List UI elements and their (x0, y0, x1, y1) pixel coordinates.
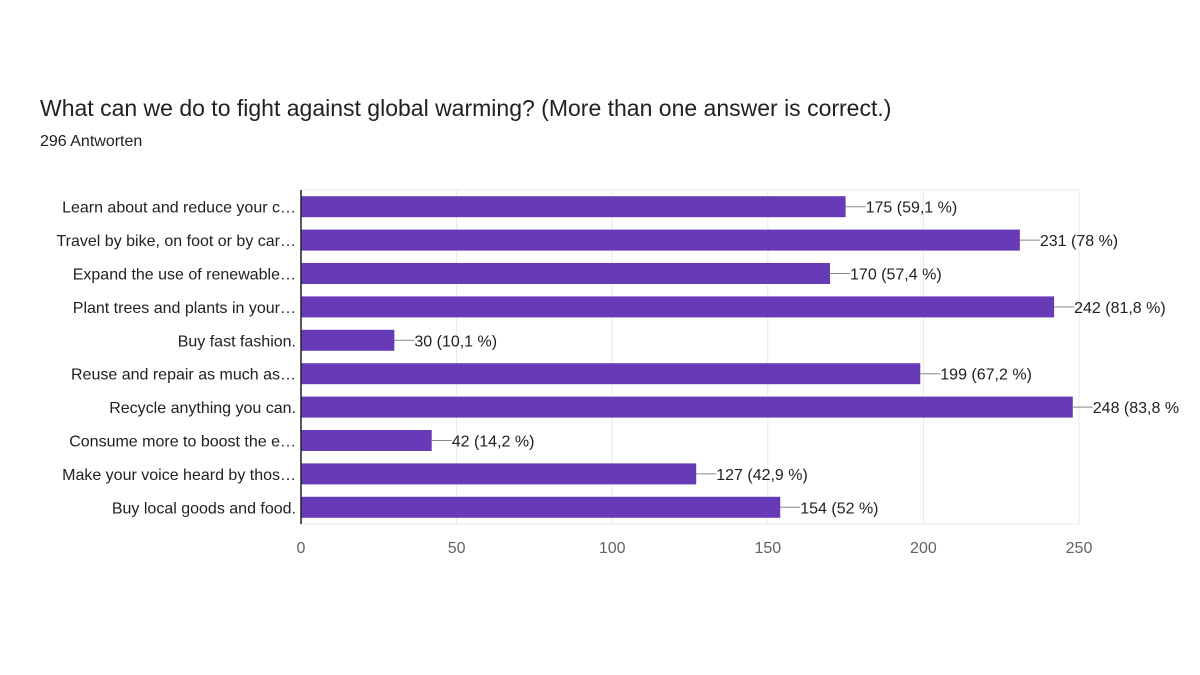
x-tick-label-2: 100 (599, 540, 626, 557)
category-label-6: Recycle anything you can. (109, 400, 296, 417)
bar-4 (301, 329, 395, 351)
x-tick-label-0: 0 (297, 540, 306, 557)
bar-6 (301, 396, 1073, 418)
x-tick-label-1: 50 (448, 540, 466, 557)
response-count: 296 Antworten (40, 133, 143, 150)
category-label-3: Plant trees and plants in your… (73, 300, 296, 317)
data-label-3: 242 (81,8 %) (1074, 300, 1166, 317)
bar-9 (301, 496, 781, 518)
data-label-2: 170 (57,4 %) (850, 267, 942, 284)
category-label-7: Consume more to boost the e… (69, 434, 296, 451)
bar-3 (301, 296, 1055, 318)
category-label-0: Learn about and reduce your c… (62, 200, 296, 217)
chart-title: What can we do to fight against global w… (40, 95, 892, 121)
category-label-5: Reuse and repair as much as… (71, 367, 296, 384)
data-label-0: 175 (59,1 %) (866, 200, 958, 217)
category-label-1: Travel by bike, on foot or by car… (56, 233, 296, 250)
bar-5 (301, 363, 921, 385)
bar-7 (301, 430, 432, 451)
bar-0 (301, 196, 846, 218)
category-label-8: Make your voice heard by thos… (62, 467, 296, 484)
data-label-7: 42 (14,2 %) (452, 434, 535, 451)
category-label-2: Expand the use of renewable… (73, 267, 296, 284)
x-tick-label-5: 250 (1066, 540, 1093, 557)
bar-2 (301, 263, 831, 284)
bar-1 (301, 229, 1020, 251)
category-label-9: Buy local goods and food. (112, 500, 296, 517)
data-label-6: 248 (83,8 % (1093, 400, 1179, 417)
x-tick-label-3: 150 (754, 540, 781, 557)
data-label-8: 127 (42,9 %) (716, 467, 808, 484)
bar-8 (301, 463, 697, 485)
data-label-5: 199 (67,2 %) (940, 367, 1032, 384)
category-label-4: Buy fast fashion. (178, 333, 296, 350)
data-label-9: 154 (52 %) (800, 500, 878, 517)
data-label-1: 231 (78 %) (1040, 233, 1118, 250)
data-label-4: 30 (10,1 %) (414, 333, 497, 350)
x-tick-label-4: 200 (910, 540, 937, 557)
